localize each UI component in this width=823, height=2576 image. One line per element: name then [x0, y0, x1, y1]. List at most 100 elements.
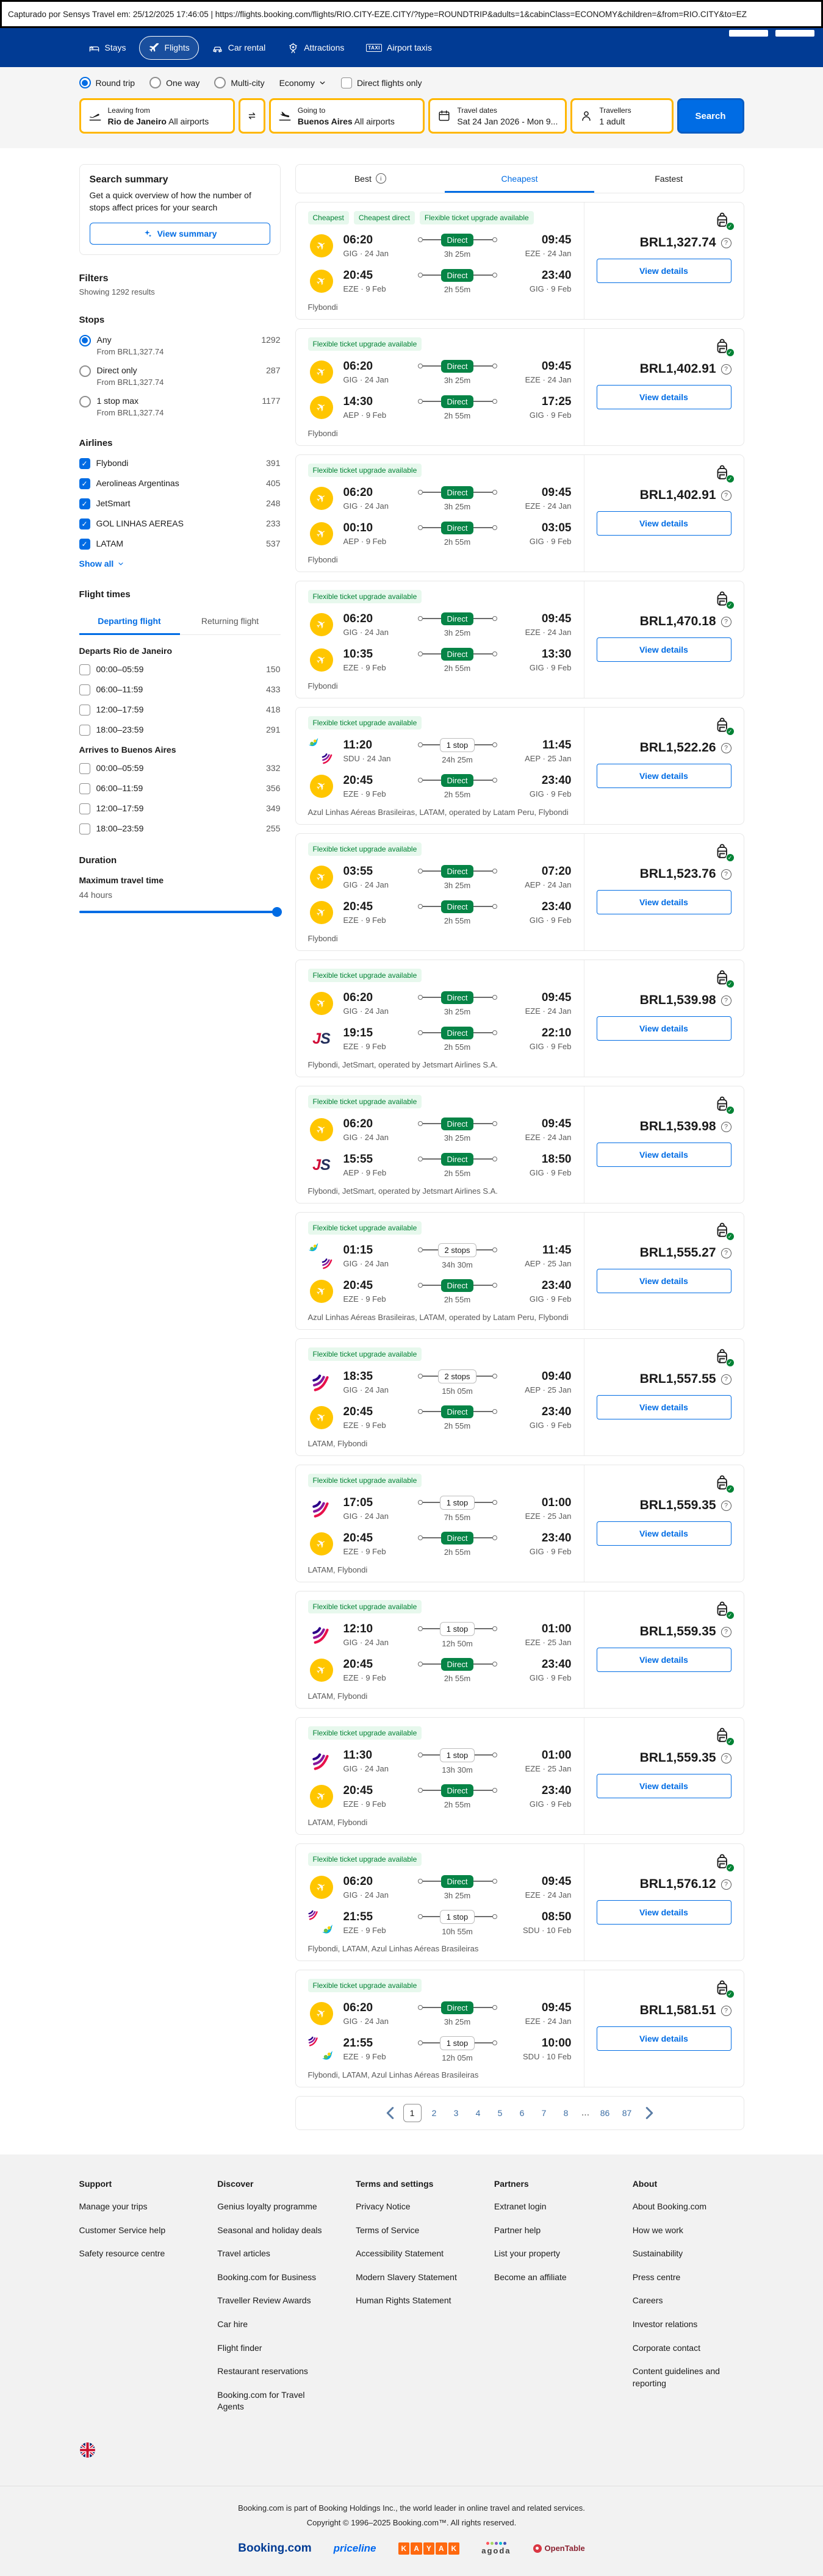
pagination-page-2[interactable]: 2 [431, 2108, 437, 2118]
pagination-page-1[interactable]: 1 [403, 2104, 422, 2122]
nav-item-car-rental[interactable]: Car rental [203, 36, 275, 60]
nav-item-attractions[interactable]: Attractions [278, 36, 353, 60]
footer-link-list-your-property[interactable]: List your property [494, 2248, 561, 2259]
pagination-page-4[interactable]: 4 [475, 2108, 481, 2118]
footer-link-extranet-login[interactable]: Extranet login [494, 2201, 547, 2211]
price-info-icon[interactable]: ? [721, 1626, 731, 1637]
pagination-prev-icon[interactable] [381, 2104, 400, 2122]
time-option-departs-rio-de-janeiro-12-00-17-59[interactable]: 12:00–17:59 418 [79, 704, 281, 716]
view-details-button[interactable]: View details [596, 764, 731, 788]
price-info-icon[interactable]: ? [721, 1121, 731, 1132]
stops-option-direct-only[interactable]: Direct only 287 From BRL1,327.74 [79, 365, 281, 387]
footer-link-how-we-work[interactable]: How we work [632, 2225, 683, 2235]
price-info-icon[interactable]: ? [721, 1753, 731, 1763]
flight-times-tab-departing-flight[interactable]: Departing flight [79, 609, 180, 635]
view-details-button[interactable]: View details [596, 637, 731, 662]
footer-link-partner-help[interactable]: Partner help [494, 2225, 541, 2235]
pagination-page-8[interactable]: 8 [563, 2108, 569, 2118]
footer-link-careers[interactable]: Careers [632, 2295, 663, 2306]
sort-tab-best[interactable]: Best i [296, 165, 445, 193]
nav-item-airport-taxis[interactable]: TAXI Airport taxis [357, 37, 441, 59]
nav-item-flights[interactable]: Flights [138, 35, 199, 60]
view-details-button[interactable]: View details [596, 1900, 731, 1925]
stops-option-any[interactable]: Any 1292 From BRL1,327.74 [79, 334, 281, 356]
footer-link-press-centre[interactable]: Press centre [632, 2272, 681, 2282]
trip-type-one-way[interactable]: One way [149, 77, 199, 88]
airline-option-gol-linhas-aereas[interactable]: ✓ GOL LINHAS AEREAS 233 [79, 518, 281, 529]
time-option-departs-rio-de-janeiro-18-00-23-59[interactable]: 18:00–23:59 291 [79, 724, 281, 736]
pagination-page-7[interactable]: 7 [541, 2108, 547, 2118]
footer-link-privacy-notice[interactable]: Privacy Notice [356, 2201, 411, 2211]
sort-tab-cheapest[interactable]: Cheapest [445, 165, 594, 193]
footer-link-terms-of-service[interactable]: Terms of Service [356, 2225, 420, 2235]
price-info-icon[interactable]: ? [721, 1879, 731, 1890]
pagination-page-6[interactable]: 6 [519, 2108, 525, 2118]
view-details-button[interactable]: View details [596, 1521, 731, 1546]
airline-option-jetsmart[interactable]: ✓ JetSmart 248 [79, 498, 281, 509]
price-info-icon[interactable]: ? [721, 364, 731, 375]
footer-link-safety-resource-centre[interactable]: Safety resource centre [79, 2248, 165, 2259]
going-to-field[interactable]: Going to Buenos Aires All airports [268, 98, 425, 134]
view-details-button[interactable]: View details [596, 1774, 731, 1798]
booking-logo[interactable]: Booking.com [238, 2541, 312, 2555]
time-option-departs-rio-de-janeiro-06-00-11-59[interactable]: 06:00–11:59 433 [79, 684, 281, 695]
duration-slider-handle[interactable] [271, 906, 282, 917]
pagination-page-87[interactable]: 87 [622, 2108, 632, 2118]
view-summary-button[interactable]: View summary [89, 222, 270, 245]
footer-link-customer-service-help[interactable]: Customer Service help [79, 2225, 166, 2235]
footer-link-booking-com-for-business[interactable]: Booking.com for Business [217, 2272, 317, 2282]
duration-slider[interactable] [79, 906, 282, 917]
price-info-icon[interactable]: ? [721, 616, 731, 627]
trip-type-round-trip[interactable]: Round trip [79, 77, 135, 88]
travel-dates-field[interactable]: Travel dates Sat 24 Jan 2026 - Mon 9... [428, 98, 567, 134]
leaving-from-field[interactable]: Leaving from Rio de Janeiro All airports [79, 98, 235, 134]
direct-flights-only-checkbox[interactable]: Direct flights only [340, 77, 422, 88]
price-info-icon[interactable]: ? [721, 490, 731, 501]
search-button[interactable]: Search [677, 98, 744, 134]
footer-link-genius-loyalty-programme[interactable]: Genius loyalty programme [217, 2201, 317, 2211]
view-details-button[interactable]: View details [596, 1395, 731, 1419]
view-details-button[interactable]: View details [596, 1269, 731, 1293]
pagination-next-icon[interactable] [640, 2104, 658, 2122]
footer-link-investor-relations[interactable]: Investor relations [632, 2319, 698, 2329]
sort-tab-fastest[interactable]: Fastest [594, 165, 744, 193]
pagination-page-3[interactable]: 3 [453, 2108, 459, 2118]
price-info-icon[interactable]: ? [721, 742, 731, 753]
time-option-arrives-to-buenos-aires-06-00-11-59[interactable]: 06:00–11:59 356 [79, 783, 281, 794]
price-info-icon[interactable]: ? [721, 1247, 731, 1258]
footer-link-flight-finder[interactable]: Flight finder [217, 2342, 262, 2353]
pagination-page-5[interactable]: 5 [497, 2108, 503, 2118]
footer-link-about-booking-com[interactable]: About Booking.com [632, 2201, 707, 2211]
footer-link-seasonal-and-holiday-deals[interactable]: Seasonal and holiday deals [217, 2225, 322, 2235]
price-info-icon[interactable]: ? [721, 2005, 731, 2016]
agoda-logo[interactable]: agoda [481, 2541, 511, 2555]
footer-link-traveller-review-awards[interactable]: Traveller Review Awards [217, 2295, 311, 2306]
view-details-button[interactable]: View details [596, 511, 731, 536]
footer-link-corporate-contact[interactable]: Corporate contact [632, 2342, 700, 2353]
price-info-icon[interactable]: ? [721, 869, 731, 880]
header-action-chip[interactable] [729, 30, 768, 37]
flight-times-tab-returning-flight[interactable]: Returning flight [201, 615, 259, 626]
footer-link-modern-slavery-statement[interactable]: Modern Slavery Statement [356, 2272, 457, 2282]
view-details-button[interactable]: View details [596, 890, 731, 914]
price-info-icon[interactable]: ? [721, 1374, 731, 1385]
language-selector[interactable] [79, 2442, 744, 2461]
footer-link-human-rights-statement[interactable]: Human Rights Statement [356, 2295, 451, 2306]
view-details-button[interactable]: View details [596, 385, 731, 409]
stops-option-1-stop-max[interactable]: 1 stop max 1177 From BRL1,327.74 [79, 395, 281, 417]
view-details-button[interactable]: View details [596, 259, 731, 283]
view-details-button[interactable]: View details [596, 1016, 731, 1041]
footer-link-travel-articles[interactable]: Travel articles [217, 2248, 270, 2259]
priceline-logo[interactable]: priceline [333, 2542, 376, 2554]
footer-link-booking-com-for-travel-agents[interactable]: Booking.com for Travel Agents [217, 2389, 305, 2412]
opentable-logo[interactable]: OpenTable [533, 2544, 585, 2553]
view-details-button[interactable]: View details [596, 1143, 731, 1167]
cabin-class-select[interactable]: Economy [279, 78, 326, 88]
trip-type-multi-city[interactable]: Multi-city [214, 77, 265, 88]
airline-option-latam[interactable]: ✓ LATAM 537 [79, 538, 281, 550]
airline-option-aerolineas-argentinas[interactable]: ✓ Aerolineas Argentinas 405 [79, 478, 281, 489]
time-option-departs-rio-de-janeiro-00-00-05-59[interactable]: 00:00–05:59 150 [79, 664, 281, 675]
footer-link-sustainability[interactable]: Sustainability [632, 2248, 683, 2259]
view-details-button[interactable]: View details [596, 2026, 731, 2051]
price-info-icon[interactable]: ? [721, 237, 731, 248]
